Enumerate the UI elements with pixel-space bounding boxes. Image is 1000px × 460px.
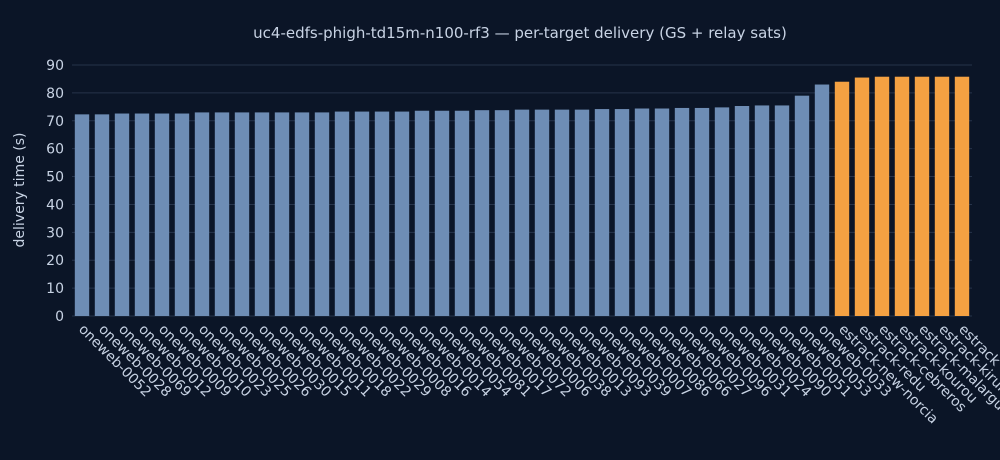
bar [254, 112, 270, 317]
bar [954, 76, 970, 316]
bar [74, 114, 90, 316]
bar [174, 113, 190, 316]
bar [474, 110, 490, 317]
bar [194, 112, 210, 317]
y-tick-label: 0 [55, 309, 64, 325]
bar [554, 109, 570, 316]
bar [574, 109, 590, 316]
bar [814, 84, 830, 317]
bar [534, 109, 550, 316]
bar [334, 111, 350, 316]
bar [834, 81, 850, 316]
bar [754, 105, 770, 316]
y-tick-label: 70 [46, 114, 64, 130]
y-tick-label: 20 [46, 253, 64, 269]
y-tick-label: 60 [46, 142, 64, 158]
bar [774, 105, 790, 316]
bar [494, 110, 510, 317]
bar [594, 109, 610, 316]
bar [434, 110, 450, 316]
bar [714, 107, 730, 316]
bar [514, 109, 530, 316]
bar [114, 113, 130, 316]
bar [634, 108, 650, 316]
bar [614, 109, 630, 316]
bar [734, 105, 750, 316]
bar [934, 76, 950, 316]
bar [154, 113, 170, 316]
bar [214, 112, 230, 317]
bar [414, 110, 430, 316]
bar [314, 112, 330, 317]
y-tick-label: 50 [46, 170, 64, 186]
bar [354, 111, 370, 316]
y-tick-label: 80 [46, 86, 64, 102]
bar [374, 111, 390, 316]
bar [234, 112, 250, 317]
bar [274, 112, 290, 317]
y-tick-label: 40 [46, 197, 64, 213]
bar [674, 107, 690, 317]
bar [94, 114, 110, 316]
bar [854, 77, 870, 316]
y-tick-label: 10 [46, 281, 64, 297]
bar [134, 113, 150, 316]
bar [394, 111, 410, 316]
y-tick-label: 30 [46, 225, 64, 241]
bar [294, 112, 310, 317]
chart-title: uc4-edfs-phigh-td15m-n100-rf3 — per-targ… [253, 24, 787, 42]
bar [694, 107, 710, 317]
bar [654, 108, 670, 316]
y-axis-label: delivery time (s) [12, 133, 28, 248]
bar [454, 110, 470, 316]
bar [894, 76, 910, 316]
y-tick-label: 90 [46, 58, 64, 74]
bar [794, 95, 810, 316]
bar [874, 76, 890, 316]
bar [914, 76, 930, 316]
